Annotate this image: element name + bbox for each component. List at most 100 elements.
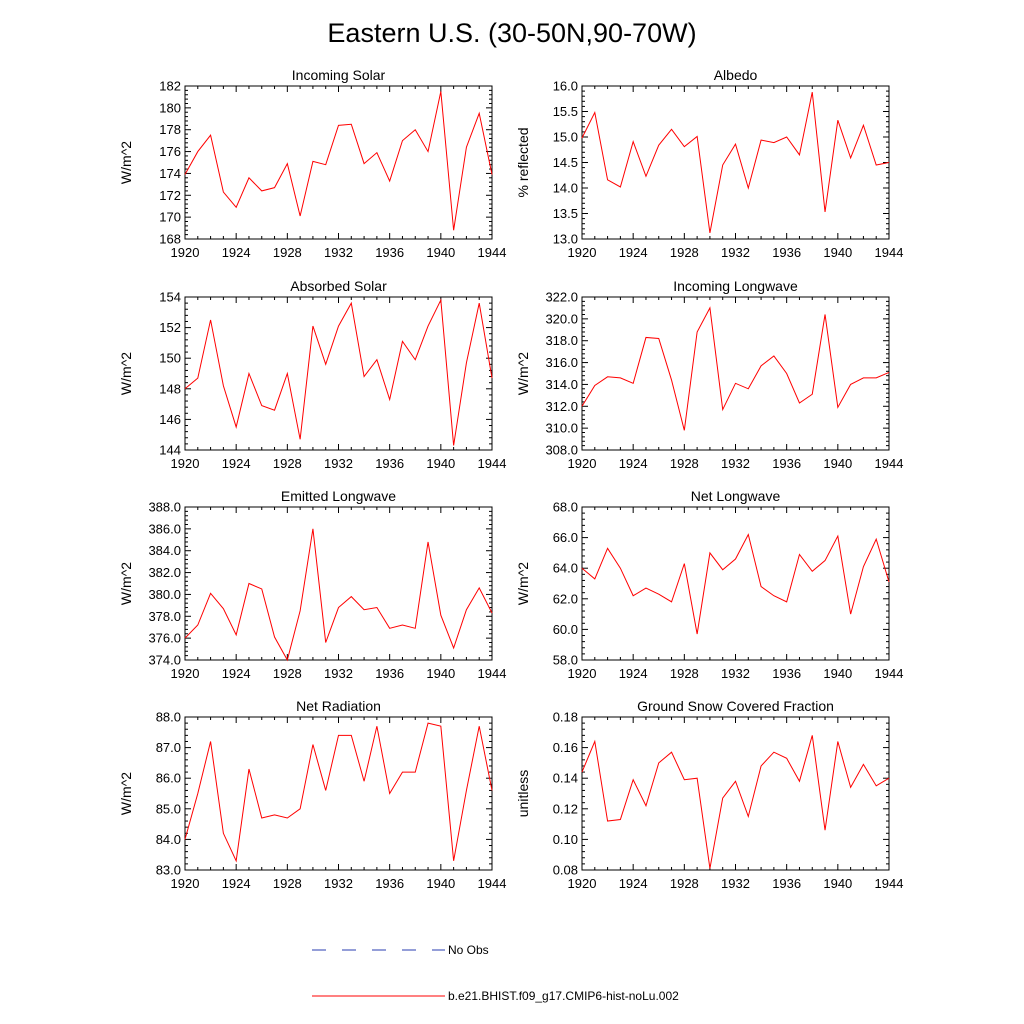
y-tick-label: 382.0 (148, 565, 181, 580)
panels-grid: Incoming Solar W/m^2 168 170 172 174 176 178 180… (118, 67, 903, 891)
x-tick-label: 1920 (568, 245, 597, 260)
y-tick-label: 170 (159, 210, 181, 225)
plot-frame (581, 506, 890, 661)
x-tick-label: 1944 (478, 456, 507, 471)
x-tick-label: 1932 (721, 876, 750, 891)
y-tick-label: 374.0 (148, 653, 181, 668)
panel-title: Absorbed Solar (290, 278, 387, 294)
x-tick-label: 1936 (375, 456, 404, 471)
series-line-albedo (581, 92, 890, 233)
y-tick-label: 14.5 (553, 155, 578, 170)
x-tick-label: 1920 (568, 876, 597, 891)
plot-frame (184, 85, 493, 240)
y-axis-label: % reflected (515, 127, 531, 197)
y-tick-label: 174 (159, 166, 181, 181)
x-tick-label: 1944 (478, 666, 507, 681)
x-tick-label: 1936 (375, 245, 404, 260)
y-tick-label: 0.08 (553, 863, 578, 878)
x-tick-label: 1940 (823, 456, 852, 471)
x-tick-label: 1920 (171, 245, 200, 260)
y-tick-label: 14.0 (553, 181, 578, 196)
y-tick-label: 85.0 (156, 801, 181, 816)
x-tick-label: 1920 (171, 876, 200, 891)
panel-title: Incoming Longwave (673, 278, 798, 294)
y-tick-label: 15.0 (553, 130, 578, 145)
y-tick-label: 320.0 (545, 311, 578, 326)
y-axis-label: unitless (515, 770, 531, 817)
x-tick-label: 1924 (619, 666, 648, 681)
x-tick-label: 1920 (568, 666, 597, 681)
y-tick-label: 172 (159, 188, 181, 203)
y-tick-label: 308.0 (545, 443, 578, 458)
series-line-net-radiation (184, 722, 493, 863)
y-tick-label: 154 (159, 290, 181, 305)
panel-albedo: Albedo % reflected 13.0 13.5 14.0 14.5 15.0 15.… (515, 67, 903, 260)
y-tick-label: 0.18 (553, 710, 578, 725)
y-tick-label: 62.0 (553, 591, 578, 606)
panel-ground-snow-covered-fraction: Ground Snow Covered Fraction unitless 0.08… (515, 698, 903, 891)
x-tick-label: 1944 (478, 245, 507, 260)
x-tick-label: 1920 (171, 666, 200, 681)
x-tick-label: 1944 (875, 666, 904, 681)
y-tick-label: 87.0 (156, 740, 181, 755)
y-tick-label: 322.0 (545, 290, 578, 305)
x-tick-label: 1928 (273, 245, 302, 260)
y-tick-label: 318.0 (545, 333, 578, 348)
y-tick-label: 88.0 (156, 710, 181, 725)
panel-net-radiation: Net Radiation W/m^2 83.0 84.0 85.0 86.0 87.0 88… (118, 698, 506, 891)
panel-title: Net Radiation (296, 698, 381, 714)
y-axis-label: W/m^2 (515, 562, 531, 605)
x-tick-label: 1944 (875, 456, 904, 471)
y-tick-label: 384.0 (148, 543, 181, 558)
y-tick-label: 378.0 (148, 609, 181, 624)
series-line-emitted-longwave (184, 528, 493, 662)
panel-title: Ground Snow Covered Fraction (637, 698, 834, 714)
y-axis-label: W/m^2 (118, 562, 134, 605)
x-tick-label: 1944 (875, 876, 904, 891)
y-tick-label: 148 (159, 381, 181, 396)
series-line-incoming-longwave (581, 306, 890, 431)
y-tick-label: 380.0 (148, 587, 181, 602)
x-tick-label: 1932 (324, 456, 353, 471)
y-tick-label: 0.12 (553, 801, 578, 816)
y-tick-label: 146 (159, 412, 181, 427)
y-axis-label: W/m^2 (118, 772, 134, 815)
x-tick-label: 1932 (324, 666, 353, 681)
x-tick-label: 1932 (721, 666, 750, 681)
x-tick-label: 1936 (772, 666, 801, 681)
y-tick-label: 0.14 (553, 771, 578, 786)
y-tick-label: 376.0 (148, 631, 181, 646)
x-tick-label: 1924 (619, 456, 648, 471)
x-tick-label: 1924 (222, 245, 251, 260)
y-tick-label: 178 (159, 122, 181, 137)
x-tick-label: 1932 (721, 456, 750, 471)
y-tick-label: 314.0 (545, 377, 578, 392)
panel-title: Emitted Longwave (281, 488, 396, 504)
y-axis-label: W/m^2 (515, 352, 531, 395)
panel-incoming-solar: Incoming Solar W/m^2 168 170 172 174 176 178 180… (118, 67, 506, 260)
panel-title: Incoming Solar (292, 67, 386, 83)
y-tick-label: 15.5 (553, 104, 578, 119)
x-tick-label: 1936 (772, 876, 801, 891)
plot-frame (581, 716, 890, 871)
x-tick-label: 1928 (670, 456, 699, 471)
x-tick-label: 1928 (273, 456, 302, 471)
series-line-incoming-solar (184, 91, 493, 231)
x-tick-label: 1940 (426, 245, 455, 260)
y-tick-label: 386.0 (148, 521, 181, 536)
y-tick-label: 316.0 (545, 355, 578, 370)
x-tick-label: 1932 (324, 876, 353, 891)
y-tick-label: 0.16 (553, 740, 578, 755)
y-tick-label: 68.0 (553, 500, 578, 515)
y-tick-label: 16.0 (553, 79, 578, 94)
y-tick-label: 168 (159, 232, 181, 247)
x-tick-label: 1936 (375, 666, 404, 681)
y-tick-label: 58.0 (553, 653, 578, 668)
x-tick-label: 1940 (823, 876, 852, 891)
y-tick-label: 64.0 (553, 561, 578, 576)
y-tick-label: 86.0 (156, 771, 181, 786)
panel-incoming-longwave: Incoming Longwave W/m^2 308.0 310.0 312.0 314… (515, 278, 903, 471)
y-tick-label: 150 (159, 351, 181, 366)
plot-frame (581, 85, 890, 240)
